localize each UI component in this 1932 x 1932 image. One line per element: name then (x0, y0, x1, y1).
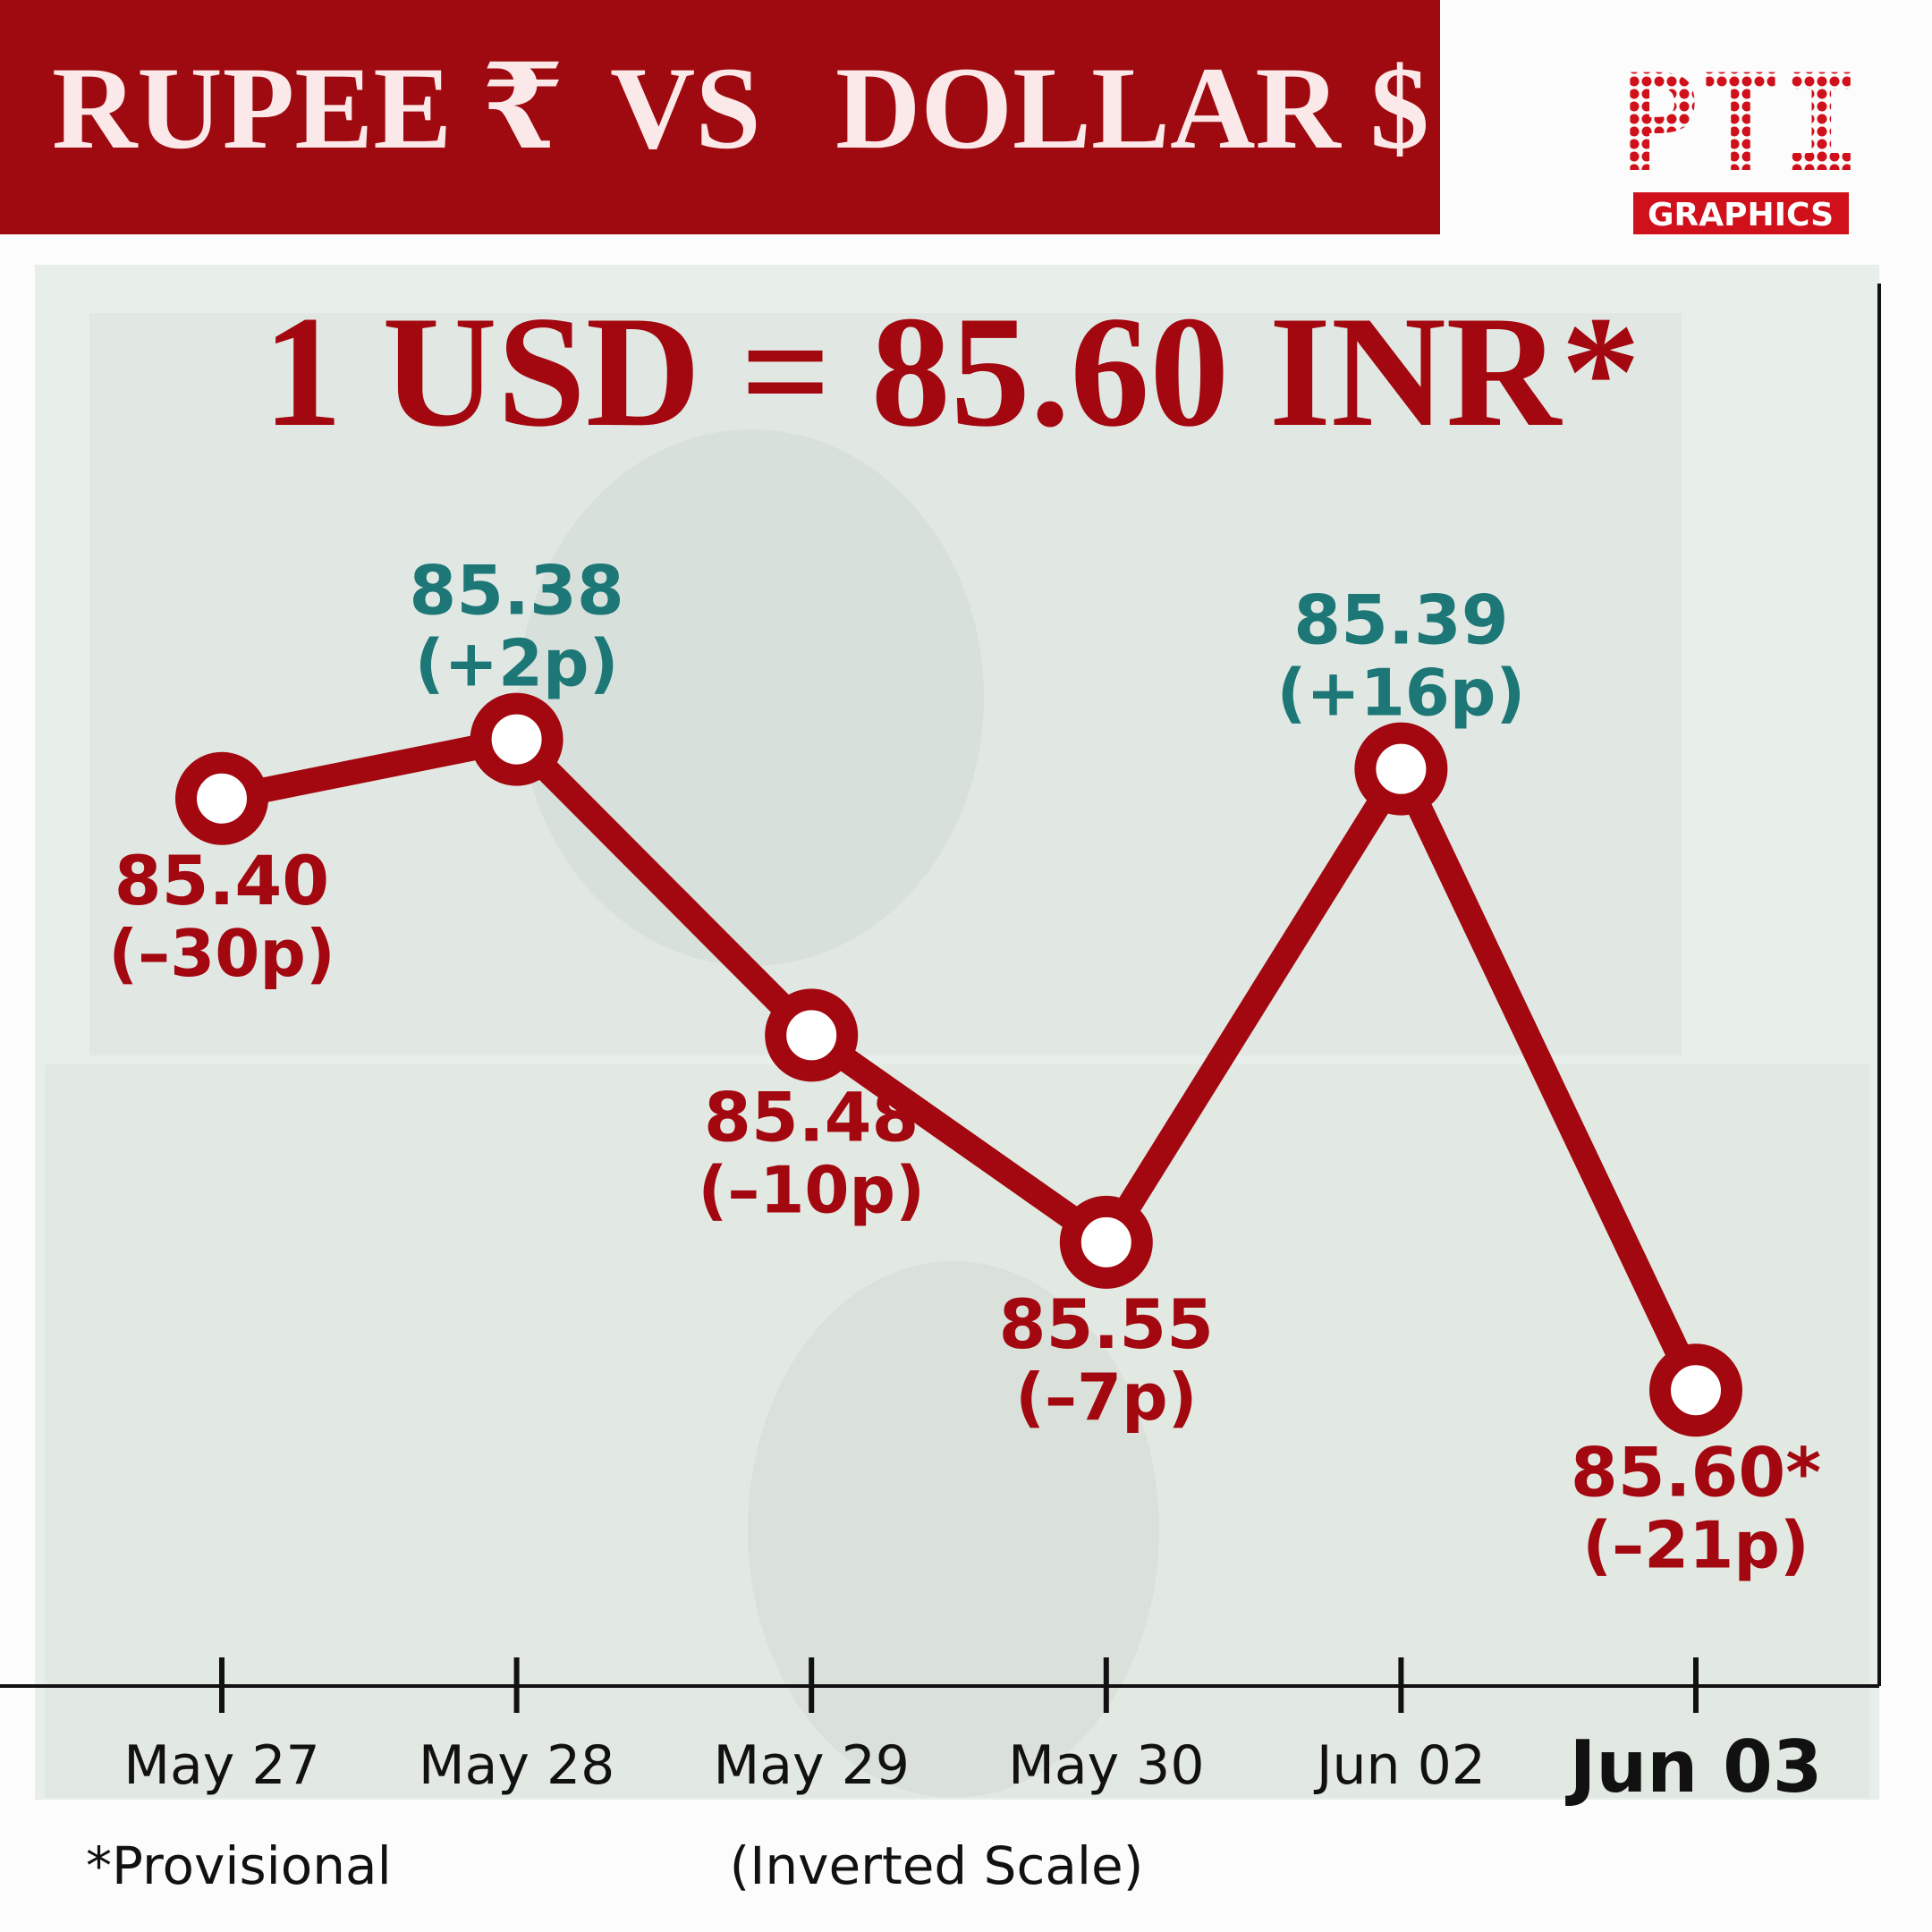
x-tick-label: May 30 (1008, 1734, 1204, 1797)
value-label: 85.39 (1293, 580, 1508, 660)
value-label: 85.60* (1571, 1432, 1821, 1512)
change-label: (+16p) (1276, 656, 1525, 731)
point (175, 751, 268, 845)
change-label: (+2p) (415, 626, 619, 701)
x-tick-label: May 28 (419, 1734, 614, 1797)
portrait (748, 1261, 1159, 1798)
scale-note: (Inverted Scale) (730, 1835, 1144, 1896)
logo-badge (1633, 192, 1849, 234)
footnote: *Provisional (86, 1835, 392, 1896)
change-label: (–21p) (1582, 1507, 1809, 1582)
line (219, 726, 1707, 1396)
x-tick-label: May 29 (713, 1734, 909, 1797)
point (765, 988, 859, 1082)
logo: PTI (1620, 47, 1862, 202)
value-label: 85.48 (704, 1077, 919, 1157)
point (1354, 722, 1448, 816)
point (1059, 1195, 1153, 1289)
title: VS (610, 42, 761, 174)
value-label: 85.55 (999, 1284, 1214, 1364)
change-label: (–7p) (1015, 1360, 1197, 1435)
x-tick-label: Jun 03 (1565, 1725, 1823, 1809)
point (1649, 1343, 1742, 1437)
value-label: 85.38 (409, 551, 623, 631)
x-tick-label: Jun 02 (1313, 1734, 1486, 1797)
x-tick-label: May 27 (123, 1734, 319, 1797)
change-label: (–10p) (698, 1152, 925, 1227)
headline: 1 USD = 85.60 INR* (263, 283, 1640, 460)
point (470, 692, 564, 786)
change-label: (–30p) (108, 916, 335, 991)
title: DOLLAR $ (835, 42, 1429, 174)
title: RUPEE ₹ (52, 42, 564, 174)
portrait (519, 429, 984, 966)
value-label: 85.40 (114, 841, 329, 920)
header-band (0, 0, 1440, 234)
logo-caption: GRAPHICS (1648, 197, 1834, 233)
